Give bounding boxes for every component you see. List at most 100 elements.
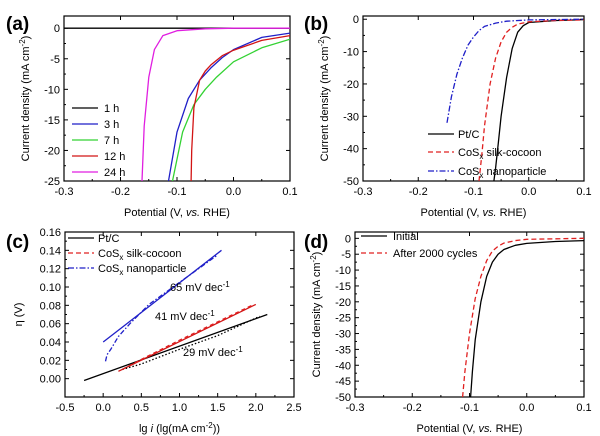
series-line: [171, 38, 290, 181]
slope-sup: -1: [208, 309, 216, 318]
panel-b: -0.3 -0.2 -0.1 0.0 0.1 0 -10 -20 -30 -40 -50 (b) Pot…: [304, 14, 592, 219]
legend-part: CoS: [98, 263, 119, 275]
x-tick-label: -0.5: [56, 402, 75, 414]
x-label-part: vs.: [186, 207, 200, 219]
y-label-part: ): [20, 36, 32, 40]
series-line: [190, 34, 290, 181]
legend-part: CoS: [98, 248, 119, 260]
panel-label: (a): [6, 14, 29, 35]
slope-value: 41: [155, 311, 167, 323]
x-axis-label: lg i (lg(mA cm-2)): [139, 421, 220, 435]
legend-part: nanoparticle: [483, 166, 546, 178]
y-tick-label: -5: [341, 249, 351, 261]
y-label-part: Current density (mA cm: [311, 262, 323, 377]
y-tick-label: -10: [44, 84, 60, 96]
series-line: [167, 32, 290, 181]
y-tick-label: 0.10: [40, 282, 61, 294]
panel-label: (c): [6, 232, 29, 253]
y-tick-label: -35: [335, 344, 351, 356]
x-label-part: RHE): [200, 207, 230, 219]
series-line: [446, 18, 584, 123]
x-tick-label: 0.1: [282, 186, 297, 198]
legend-label: 3 h: [104, 119, 119, 131]
y-tick-label: -15: [335, 281, 351, 293]
slope-unit: mV dec: [195, 347, 236, 359]
series-line: [469, 239, 584, 397]
slope-value: 29: [183, 347, 195, 359]
y-axis-label: Current density (mA cm-2): [317, 36, 331, 162]
legend-label: After 2000 cycles: [393, 248, 478, 260]
legend-label: Initial: [393, 231, 419, 243]
series-line: [478, 19, 584, 181]
x-label-part: vs.: [482, 207, 496, 219]
y-tick-label: -50: [343, 176, 359, 188]
x-tick-label: -0.3: [346, 402, 365, 414]
y-tick-label: -50: [335, 392, 351, 404]
y-label-part: ): [311, 252, 323, 256]
y-tick-label: -25: [44, 176, 60, 188]
slope-annotation: 41 mV dec-1: [155, 309, 215, 323]
y-tick-label: 0.02: [40, 355, 61, 367]
y-tick-label: -20: [343, 79, 359, 91]
x-tick-label: 0.5: [134, 402, 149, 414]
x-label-sup: -2: [206, 421, 214, 430]
legend-subscript: x: [479, 152, 483, 161]
x-tick-label: -0.1: [464, 186, 483, 198]
slope-value: 65: [170, 282, 182, 294]
x-label-part: )): [213, 423, 220, 435]
y-tick-label: -40: [343, 144, 359, 156]
legend-part: CoS: [458, 166, 479, 178]
legend-subscript: x: [119, 268, 123, 277]
y-tick-label: -20: [335, 297, 351, 309]
legend-label: 24 h: [104, 167, 125, 179]
x-label-part: lg: [139, 423, 151, 435]
y-tick-label: -45: [335, 376, 351, 388]
series-line: [122, 315, 260, 371]
x-tick-label: -0.3: [354, 186, 373, 198]
y-axis-label: η (V): [13, 303, 25, 327]
panel-a: -0.3 -0.2 -0.1 0.0 0.1 0 -5 -10 -15 -20 -25 (a) Pote…: [6, 14, 298, 219]
y-tick-label: -25: [335, 313, 351, 325]
x-tick-label: -0.1: [168, 186, 187, 198]
x-label-part: Potential (V,: [421, 207, 483, 219]
y-tick-label: 0.00: [40, 374, 61, 386]
x-tick-label: 2.5: [286, 402, 301, 414]
slope-unit: mV dec: [167, 311, 208, 323]
legend-label: CoSx nanoparticle: [458, 166, 546, 180]
panel-c: -0.5 0.0 0.5 1.0 1.5 2.0 2.5 0.00 0.02 0.04 0.06 0.…: [6, 227, 302, 435]
legend-part: CoS: [458, 147, 479, 159]
x-tick-label: 0.0: [226, 186, 241, 198]
slope-annotation: 65 mV dec-1: [170, 280, 230, 294]
y-tick-label: 0.16: [40, 227, 61, 239]
x-tick-label: -0.3: [55, 186, 74, 198]
y-axis-label: Current density (mA cm-2): [309, 252, 323, 378]
x-label-part: Potential (V,: [124, 207, 186, 219]
slope-sup: -1: [236, 345, 244, 354]
x-tick-label: 0.1: [576, 186, 591, 198]
y-tick-label: 0.06: [40, 319, 61, 331]
legend-subscript: x: [119, 253, 123, 262]
series-line: [461, 237, 584, 397]
series-line: [141, 27, 290, 181]
y-tick-label: -15: [44, 115, 60, 127]
x-label-part: Potential (V,: [417, 423, 479, 435]
x-tick-label: 2.0: [248, 402, 263, 414]
y-tick-label: -30: [343, 111, 359, 123]
y-tick-label: 0: [345, 233, 351, 245]
series-line: [121, 304, 253, 371]
y-tick-label: 0.04: [40, 337, 61, 349]
x-label-part: vs.: [478, 423, 492, 435]
series-line: [83, 313, 268, 382]
legend-part: nanoparticle: [123, 263, 186, 275]
x-tick-label: -0.1: [460, 402, 479, 414]
panel-d: -0.3 -0.2 -0.1 0.0 0.1 0 -5 -10 -15 -20 -25 -30 -35 -…: [304, 231, 592, 435]
legend-label: Pt/C: [458, 129, 479, 141]
y-tick-label: -20: [44, 145, 60, 157]
y-axis-label: Current density (mA cm-2): [18, 36, 32, 162]
x-label-part: i: [151, 423, 154, 435]
slope-sup: -1: [223, 280, 231, 289]
slope-unit: mV dec: [182, 282, 223, 294]
x-axis-label: Potential (V, vs. RHE): [124, 207, 230, 219]
y-tick-label: 0: [54, 23, 60, 35]
y-tick-label: -30: [335, 329, 351, 341]
